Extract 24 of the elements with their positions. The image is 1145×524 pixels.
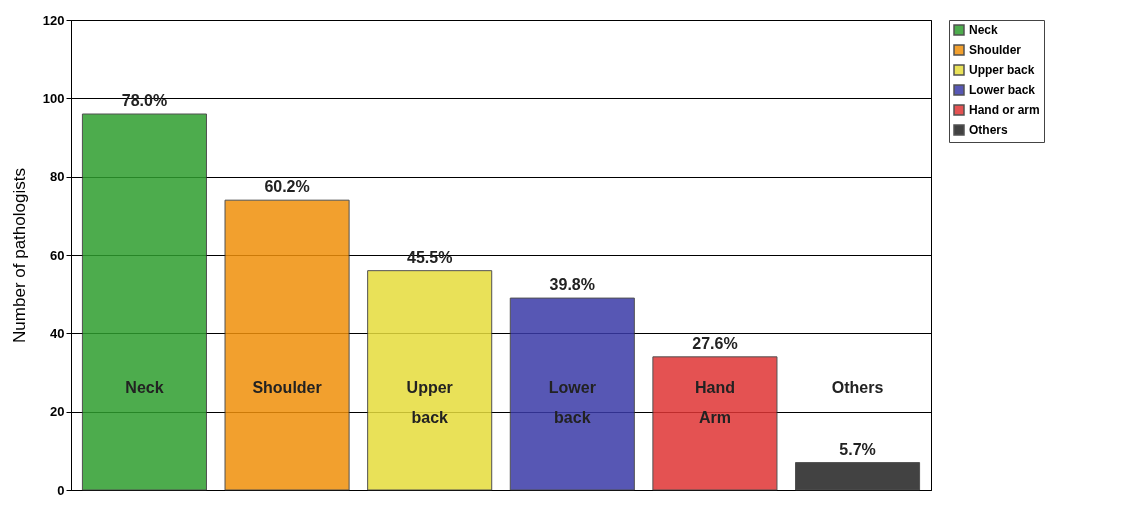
legend-label: Neck (969, 23, 999, 37)
x-tick-label: Hand Arm (694, 379, 735, 426)
x-tick-label: Others (831, 379, 884, 396)
x-tick-label: Shoulder (252, 379, 322, 396)
legend-label: Upper back (969, 63, 1035, 77)
x-tick-label: Lower back (548, 379, 596, 426)
y-tick-label: 40 (50, 325, 65, 341)
y-axis-title: Number of pathologists (9, 168, 29, 343)
y-tick-label: 0 (57, 482, 65, 498)
legend-label: Lower back (969, 83, 1036, 97)
y-tick-label: 100 (42, 90, 65, 106)
annotation: 27.6% (692, 334, 738, 352)
y-tick-label: 60 (50, 247, 65, 263)
annotation: 39.8% (549, 276, 595, 294)
legend-label: Others (969, 123, 1008, 137)
x-tick-label: Upper back (406, 379, 453, 426)
y-tick-label: 80 (50, 169, 65, 185)
legend-label: Shoulder (969, 43, 1022, 57)
y-tick-label: 120 (42, 12, 65, 28)
annotation: 5.7% (839, 440, 876, 458)
annotation: 60.2% (264, 178, 310, 196)
legend-label: Hand or arm (969, 103, 1040, 117)
y-tick-label: 20 (50, 404, 65, 420)
x-tick-label: Neck (125, 379, 164, 396)
